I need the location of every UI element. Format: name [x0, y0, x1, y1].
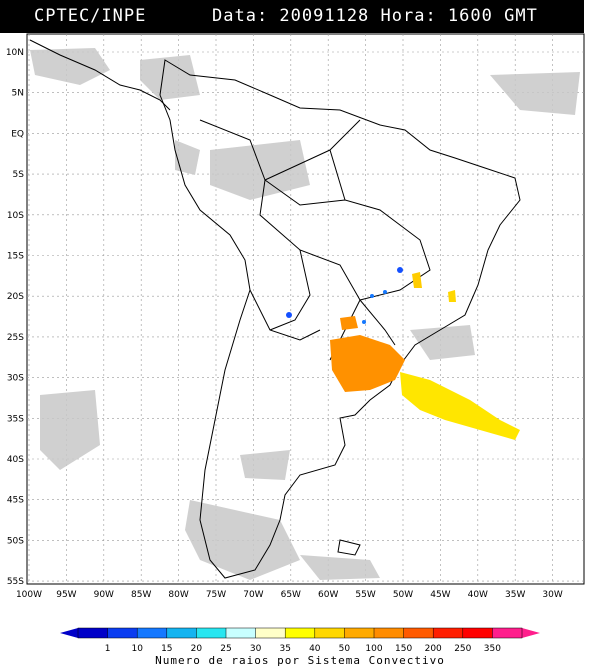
map-frame: [26, 33, 585, 585]
yellow-system-small: [412, 272, 422, 288]
colorbar-min-arrow: [60, 628, 78, 638]
lat-label: 10N: [6, 48, 24, 58]
blue-cell-2: [370, 294, 374, 298]
colorbar-segment: [255, 628, 286, 638]
lon-label: 70W: [243, 590, 263, 600]
blue-cell-3: [383, 290, 387, 294]
colorbar-segment: [166, 628, 197, 638]
yellow-system-tiny: [448, 290, 456, 302]
lon-label: 100W: [16, 590, 42, 600]
lon-label: 65W: [281, 590, 301, 600]
colorbar-tick-label: 100: [365, 644, 382, 654]
colorbar-tick-label: 250: [454, 644, 471, 654]
colorbar-tick-label: 25: [220, 644, 231, 654]
colorbar-segment: [344, 628, 375, 638]
lon-label: 40W: [468, 590, 488, 600]
colorbar-segment: [226, 628, 257, 638]
colorbar-segment: [374, 628, 405, 638]
blue-cell-4: [286, 312, 292, 318]
lat-label: 45S: [7, 496, 24, 506]
colorbar-tick-label: 40: [309, 644, 321, 654]
lat-label: 15S: [7, 252, 24, 262]
lon-label: 30W: [542, 590, 562, 600]
lon-label: 75W: [206, 590, 226, 600]
colorbar-tick-label: 35: [279, 644, 290, 654]
colorbar-tick-label: 350: [484, 644, 501, 654]
source-label: CPTEC/INPE: [34, 6, 147, 26]
colorbar-tick-label: 30: [250, 644, 262, 654]
cloud-cover: [30, 48, 580, 580]
lat-label: 25S: [7, 333, 24, 343]
lat-label: 50S: [7, 536, 24, 546]
colorbar-segment: [403, 628, 434, 638]
country-borders: [199, 119, 431, 361]
colorbar-outline: [77, 627, 523, 639]
continent-outline: [29, 39, 521, 579]
blue-cell-5: [362, 320, 366, 324]
colorbar-segment: [78, 628, 109, 638]
date-time-label: Data: 20091128 Hora: 1600 GMT: [212, 6, 538, 26]
colorbar-segment: [314, 628, 345, 638]
colorbar: 1 10 15 20 25 30 35 40 50 100 150 200 250 350: [60, 627, 540, 654]
lon-label: 60W: [318, 590, 338, 600]
colorbar-segment: [285, 628, 316, 638]
orange-system-main: [330, 335, 405, 392]
yellow-system: [400, 372, 520, 440]
colorbar-title: Numero de raios por Sistema Convectivo: [155, 654, 445, 667]
lat-label: 10S: [7, 211, 24, 221]
latitude-labels: 10N 5N EQ 5S 10S 15S 20S 25S 30S 35S 40S 45S 50S 55S: [6, 48, 24, 587]
central-america: [29, 39, 171, 111]
lat-label: 30S: [7, 374, 24, 384]
colorbar-segment: [196, 628, 227, 638]
convective-systems: [286, 267, 520, 440]
lon-label: 85W: [131, 590, 151, 600]
falklands: [337, 539, 361, 556]
colorbar-tick-label: 150: [395, 644, 412, 654]
longitude-labels: 100W 95W 90W 85W 80W 75W 70W 65W 60W 55W 50W 45W 40W…: [16, 590, 563, 600]
graticule: [27, 34, 584, 584]
lon-label: 95W: [56, 590, 76, 600]
south-america-coastline: [159, 59, 521, 579]
colorbar-tick-label: 200: [425, 644, 442, 654]
lat-label: 20S: [7, 292, 24, 302]
lon-label: 80W: [168, 590, 188, 600]
colorbar-tick-label: 50: [339, 644, 351, 654]
colorbar-segment: [433, 628, 464, 638]
colorbar-segment: [492, 628, 523, 638]
blue-cell-1: [397, 267, 403, 273]
lon-label: 50W: [393, 590, 413, 600]
lon-label: 55W: [355, 590, 375, 600]
map-header: CPTEC/INPE Data: 20091128 Hora: 1600 GMT: [0, 0, 584, 33]
lat-label: 5N: [12, 89, 24, 99]
lat-label: 35S: [7, 414, 24, 424]
colorbar-tick-label: 10: [131, 644, 143, 654]
lon-label: 45W: [430, 590, 450, 600]
colorbar-tick-label: 15: [161, 644, 172, 654]
lon-label: 35W: [505, 590, 525, 600]
colorbar-max-arrow: [522, 628, 540, 638]
lat-label: EQ: [11, 129, 24, 139]
colorbar-segment: [107, 628, 138, 638]
colorbar-segment: [462, 628, 493, 638]
lon-label: 90W: [94, 590, 114, 600]
lat-label: 5S: [13, 170, 25, 180]
colorbar-segment: [137, 628, 168, 638]
lat-label: 55S: [7, 577, 24, 587]
colorbar-tick-label: 20: [191, 644, 203, 654]
lat-label: 40S: [7, 455, 24, 465]
orange-system-small: [340, 316, 358, 330]
colorbar-tick-label: 1: [105, 644, 111, 654]
